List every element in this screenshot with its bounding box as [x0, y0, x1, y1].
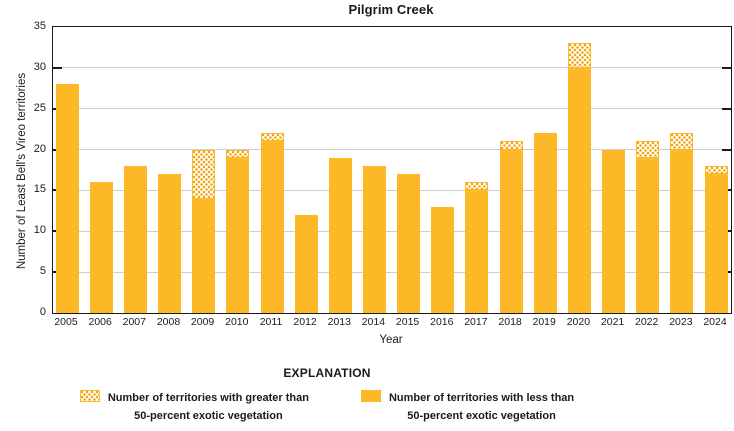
- bar-solid-2023: [670, 149, 694, 313]
- legend-label-line1: Number of territories with greater than: [107, 392, 309, 404]
- dotted-pattern-swatch-icon: [79, 390, 100, 402]
- gridline-15: [53, 189, 731, 191]
- bar-dotted-2017: [465, 182, 489, 191]
- bar-dotted-2011: [260, 133, 284, 142]
- x-tick-label-2008: 2008: [156, 316, 181, 328]
- y-tick-label-20: 20: [33, 142, 46, 155]
- x-tick-label-2010: 2010: [225, 316, 249, 328]
- x-tick-label-2017: 2017: [464, 316, 488, 328]
- legend-label-line2: 50-percent exotic vegetation: [407, 410, 556, 422]
- x-tick-label-2012: 2012: [293, 316, 317, 328]
- bar-solid-2019: [533, 133, 557, 313]
- x-tick-label-2011: 2011: [259, 316, 283, 328]
- y-axis-title: Number of Least Bell's Vireo territories: [16, 72, 28, 270]
- solid-fill-swatch-icon: [360, 390, 381, 402]
- bar-dotted-2009: [192, 149, 216, 199]
- x-tick-label-2005: 2005: [54, 316, 78, 328]
- bar-dotted-2022: [636, 141, 660, 158]
- legend-item-label: Number of territories with less than 50-…: [389, 389, 574, 425]
- bar-solid-2021: [602, 149, 626, 313]
- axis-tick-right-25: [722, 107, 731, 110]
- x-tick-label-2023: 2023: [669, 316, 693, 328]
- x-tick-label-2018: 2018: [498, 316, 522, 328]
- bar-solid-2009: [192, 198, 216, 313]
- chart-title: Pilgrim Creek: [348, 2, 434, 17]
- bar-solid-2006: [89, 182, 113, 313]
- axis-tick-left-30: [53, 66, 62, 69]
- legend-label-line1: Number of territories with less than: [388, 392, 575, 404]
- bar-solid-2007: [123, 165, 147, 313]
- bar-solid-2013: [328, 157, 352, 313]
- legend-item-greater-than: Number of territories with greater than …: [79, 389, 309, 425]
- bar-solid-2022: [636, 157, 660, 313]
- y-tick-label-30: 30: [33, 60, 46, 73]
- x-tick-label-2006: 2006: [88, 316, 112, 328]
- bar-solid-2010: [226, 157, 250, 313]
- gridline-25: [53, 108, 731, 110]
- bar-solid-2024: [704, 174, 728, 313]
- bar-dotted-2020: [567, 43, 591, 68]
- bar-solid-2018: [499, 149, 523, 313]
- gridline-10: [53, 230, 731, 232]
- x-tick-label-2013: 2013: [327, 316, 351, 328]
- plot-area: [52, 26, 732, 314]
- bar-dotted-2018: [499, 141, 523, 150]
- x-tick-label-2007: 2007: [122, 316, 146, 328]
- legend: EXPLANATION Number of territories with g…: [0, 366, 734, 425]
- x-tick-label-2009: 2009: [190, 316, 215, 328]
- bar-solid-2015: [397, 174, 421, 313]
- bar-solid-2012: [294, 214, 318, 313]
- gridline-30: [53, 67, 731, 69]
- legend-item-less-than: Number of territories with less than 50-…: [360, 389, 574, 425]
- bar-solid-2017: [465, 190, 489, 313]
- bar-dotted-2024: [704, 165, 728, 175]
- y-tick-label-25: 25: [33, 101, 46, 114]
- legend-row: Number of territories with greater than …: [79, 389, 574, 425]
- x-tick-label-2022: 2022: [635, 316, 659, 328]
- legend-label-line2: 50-percent exotic vegetation: [134, 410, 283, 422]
- x-tick-label-2016: 2016: [430, 316, 454, 328]
- x-tick-label-2020: 2020: [566, 316, 591, 328]
- y-tick-label-35: 35: [33, 20, 46, 32]
- x-tick-label-2024: 2024: [703, 316, 727, 328]
- y-tick-label-15: 15: [33, 183, 46, 196]
- bar-solid-2005: [55, 84, 79, 313]
- legend-item-label: Number of territories with greater than …: [108, 389, 309, 425]
- y-tick-label-10: 10: [33, 224, 46, 237]
- x-tick-label-2021: 2021: [600, 316, 625, 328]
- legend-header: EXPLANATION: [283, 366, 371, 380]
- x-tick-label-2014: 2014: [361, 316, 386, 328]
- bar-solid-2014: [362, 165, 386, 313]
- gridline-5: [53, 271, 731, 273]
- bar-solid-2016: [431, 206, 455, 313]
- legend-block: EXPLANATION Number of territories with g…: [79, 366, 574, 425]
- y-tick-label-5: 5: [39, 265, 46, 278]
- bar-solid-2020: [567, 67, 591, 313]
- bar-solid-2011: [260, 141, 284, 313]
- x-axis-title: Year: [379, 334, 403, 346]
- axis-tick-right-20: [722, 148, 731, 151]
- x-tick-label-2015: 2015: [395, 316, 420, 328]
- x-tick-label-2019: 2019: [532, 316, 556, 328]
- bar-dotted-2023: [670, 133, 694, 150]
- bar-solid-2008: [158, 174, 181, 313]
- bar-dotted-2010: [226, 149, 250, 158]
- gridline-20: [53, 149, 731, 151]
- axis-tick-right-30: [722, 66, 731, 69]
- y-tick-label-0: 0: [39, 306, 46, 318]
